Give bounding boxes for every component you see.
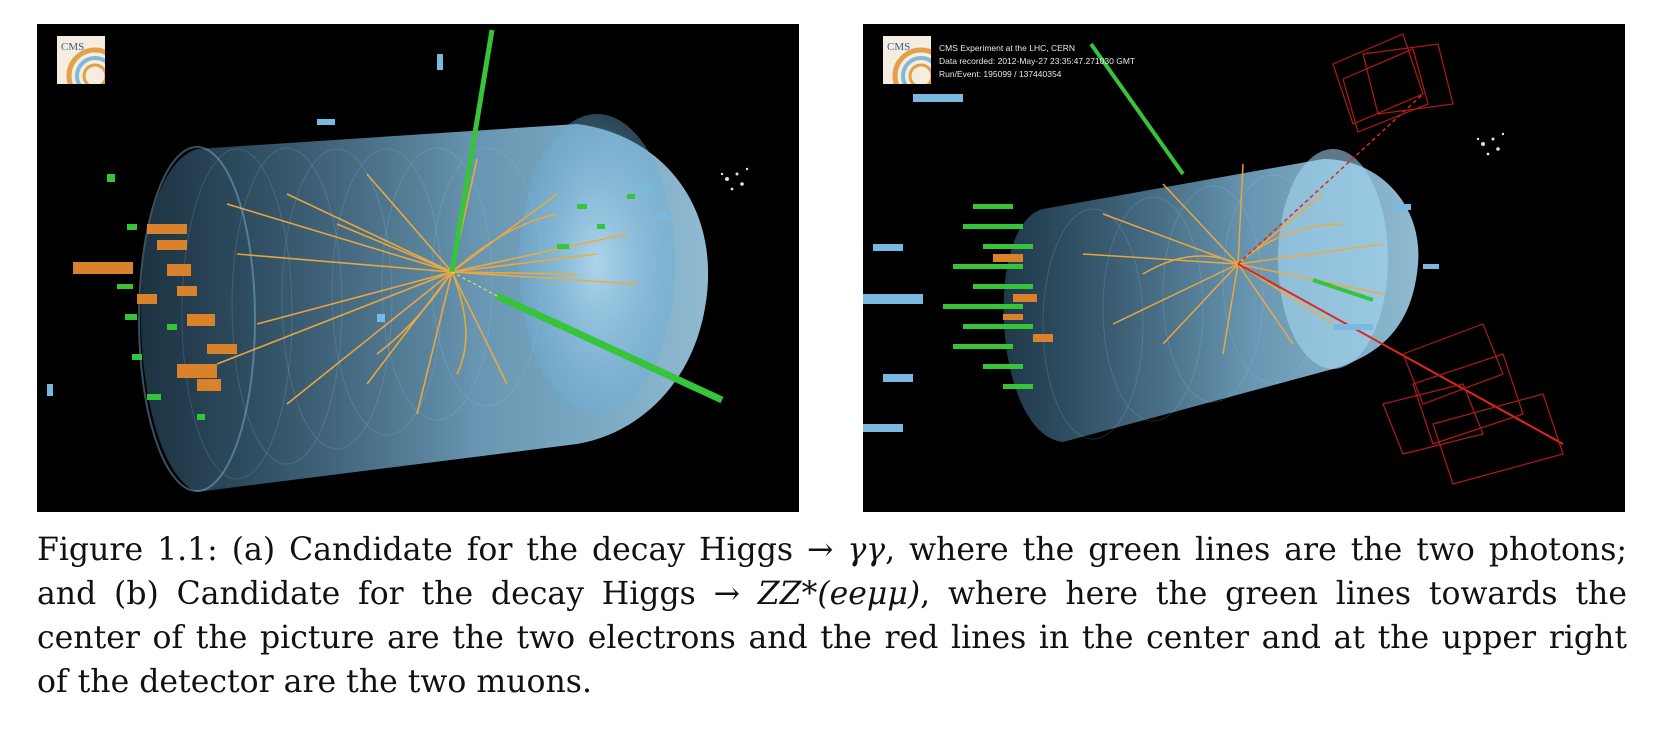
caption-line-1: Figure 1.1: (a) Candidate for the decay … — [37, 532, 1627, 568]
run-event-label: Run/Event: 195099 / 137440354 — [939, 69, 1062, 79]
caption-line-2: and (b) Candidate for the decay Higgs → … — [37, 576, 1627, 612]
experiment-label: CMS Experiment at the LHC, CERN — [939, 43, 1076, 53]
photon-track-2 — [495, 292, 724, 404]
electron-track-1 — [1089, 42, 1185, 176]
event-display-higgs-zz: CMS CMS Experiment at the LHC, CERN Data… — [863, 24, 1625, 512]
photon-track-1 — [449, 29, 495, 273]
cms-logo: CMS — [883, 36, 931, 84]
event-display-graphic-b — [863, 33, 1564, 485]
caption-line-3: center of the picture are the two electr… — [37, 620, 1627, 656]
detector-endcap — [1278, 149, 1388, 369]
svg-text:CMS: CMS — [61, 41, 84, 53]
event-display-higgs-gamma-gamma: CMS — [37, 24, 799, 512]
muon-track-1 — [1237, 263, 1564, 445]
electron-track-2 — [1312, 278, 1374, 302]
caption-line-4: of the detector are the two muons. — [37, 664, 592, 700]
cms-logo: CMS — [57, 36, 105, 84]
event-display-graphic-a — [47, 29, 749, 492]
svg-text:CMS: CMS — [887, 41, 910, 53]
figure-caption: Figure 1.1: (a) Candidate for the decay … — [37, 528, 1627, 704]
data-recorded-label: Data recorded: 2012-May-27 23:35:47.2710… — [939, 56, 1136, 66]
event-info: CMS Experiment at the LHC, CERN Data rec… — [939, 42, 1135, 81]
detector-endcap — [519, 114, 675, 414]
